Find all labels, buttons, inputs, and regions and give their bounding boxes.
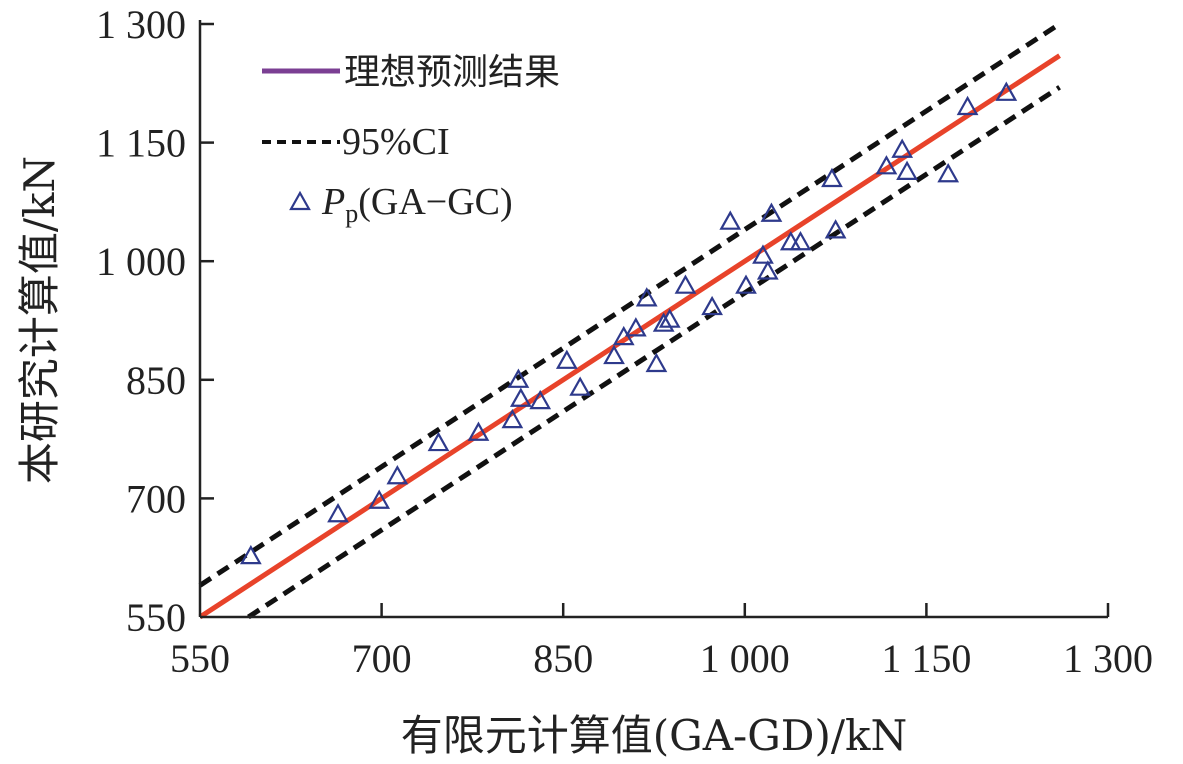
legend-marker — [289, 190, 311, 211]
data-point — [789, 230, 812, 251]
data-point — [529, 389, 552, 410]
data-point — [756, 260, 779, 280]
data-point — [467, 421, 490, 441]
data-point — [752, 244, 774, 264]
y-tick-label: 850 — [126, 358, 186, 403]
data-point — [658, 308, 681, 328]
x-tick-label: 550 — [170, 636, 230, 681]
data-point — [937, 162, 960, 183]
data-point — [501, 408, 524, 429]
data-point — [995, 81, 1018, 101]
y-tick-label: 550 — [126, 595, 186, 640]
y-tick-label: 1 150 — [96, 121, 186, 166]
plot-area — [198, 21, 1061, 620]
axes: 550 700 850 1 000 1 150 1 300 550 700 850 1 000 1 … — [96, 2, 1153, 681]
x-tick-label: 1 150 — [881, 636, 971, 681]
y-tick-label: 1 000 — [96, 239, 186, 284]
legend-points-label: Pp(GA−GC) — [321, 181, 513, 228]
data-point — [635, 287, 658, 307]
data-point — [891, 138, 914, 158]
legend: 理想预测结果 95%CI Pp(GA−GC) — [262, 52, 560, 228]
data-point — [652, 312, 675, 332]
data-point — [239, 544, 262, 565]
data-point — [603, 344, 625, 365]
data-point — [824, 219, 847, 239]
data-point — [427, 431, 450, 452]
data-point — [701, 295, 723, 316]
data-point — [368, 489, 391, 509]
legend-ideal-label: 理想预测结果 — [344, 52, 560, 93]
data-point — [735, 274, 757, 294]
data-point — [674, 274, 697, 294]
data-point — [386, 465, 409, 485]
ci-upper-line — [198, 21, 1061, 588]
data-point — [645, 352, 668, 373]
x-axis-label: 有限元计算值(GA-GD)/kN — [401, 711, 907, 760]
data-point — [956, 95, 979, 116]
y-tick-label: 1 300 — [96, 2, 186, 47]
ci-lower-line — [247, 85, 1061, 620]
y-tick-label: 700 — [126, 476, 186, 521]
data-point — [569, 376, 592, 396]
data-point — [896, 160, 918, 180]
legend-ci-label: 95%CI — [342, 121, 450, 163]
x-tick-label: 850 — [533, 636, 593, 681]
x-tick-label: 1 300 — [1063, 636, 1153, 681]
data-point — [875, 155, 898, 175]
data-point — [509, 387, 532, 407]
data-point — [624, 317, 647, 337]
y-axis-label: 本研究计算值/kN — [15, 156, 64, 484]
data-point — [507, 368, 530, 388]
data-point — [821, 167, 843, 188]
x-tick-label: 700 — [352, 636, 412, 681]
data-point — [327, 502, 349, 523]
x-tick-label: 1 000 — [700, 636, 790, 681]
data-point — [760, 202, 783, 222]
data-point — [719, 210, 742, 230]
data-point — [555, 349, 578, 369]
